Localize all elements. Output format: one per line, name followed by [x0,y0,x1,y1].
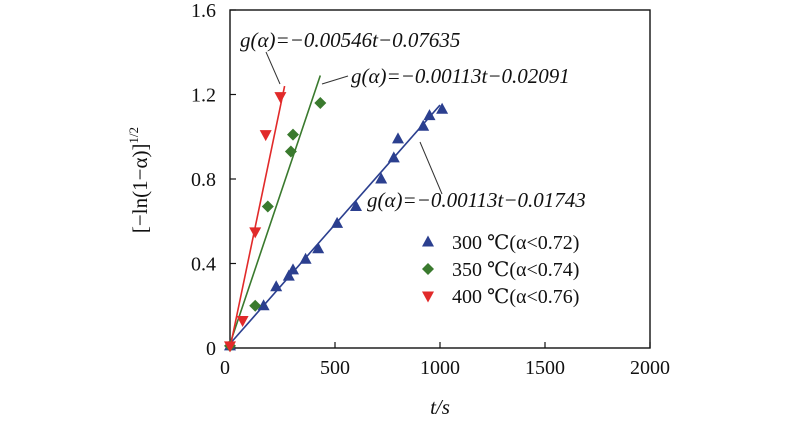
data-point [331,216,344,228]
y-axis-label: [−ln(1−α)]1/2 [126,127,152,233]
x-tick-label: 2000 [630,357,670,379]
fit-line [229,85,286,349]
data-point [436,102,449,114]
y-axis-label-sup: 1/2 [126,127,141,144]
x-axis-label: t/s [430,395,450,419]
x-axis-ticks: 0 500 1000 1500 2000 [220,342,670,379]
data-point [312,242,325,254]
data-point [236,316,249,328]
x-tick-label: 1500 [525,357,565,379]
data-point [249,227,262,239]
data-point [261,200,274,213]
legend-marker [422,291,434,303]
x-tick-label: 1000 [420,357,460,379]
data-point [392,132,404,144]
legend-label: 300 ℃(α<0.72) [452,232,579,254]
fit-line [229,75,322,345]
data-point [224,341,236,353]
data-point [249,299,262,312]
data-point [423,109,436,121]
data-point [287,263,299,275]
data-point [270,280,283,292]
data-point [274,92,287,104]
x-tick-label: 500 [320,357,350,379]
data-point [257,299,270,311]
legend-label: 350 ℃(α<0.74) [452,259,579,281]
svg-text:[−ln(1−α)]1/2: [−ln(1−α)]1/2 [126,127,152,233]
y-tick-label: 1.2 [191,85,216,107]
leader-line [321,75,349,85]
legend-marker [422,235,434,247]
legend: 300 ℃(α<0.72) 350 ℃(α<0.74) 400 ℃(α<0.76) [422,232,579,308]
data-point [417,119,430,131]
data-point [284,145,297,158]
legend-marker [422,263,434,275]
annotation-350: g(α)=−0.00113t−0.02091 [351,64,570,88]
data-point [287,128,299,141]
legend-label: 400 ℃(α<0.76) [452,286,579,308]
data-point [314,96,327,109]
data-point [350,199,362,211]
y-axis-ticks: 0 0.4 0.8 1.2 1.6 [191,0,236,360]
data-point [375,172,388,184]
y-tick-label: 0.4 [191,254,216,276]
data-markers [224,92,449,353]
data-point [299,252,312,264]
plot-frame [229,9,651,349]
y-tick-label: 0.8 [191,169,216,191]
y-axis-label-main: [−ln(1−α)] [128,144,152,234]
annotation-leader-lines [265,51,443,195]
y-tick-label: 0 [206,338,216,360]
data-point [259,130,272,142]
x-tick-label: 0 [220,357,230,379]
annotation-400: g(α)=−0.00546t−0.07635 [240,28,460,52]
y-tick-label: 1.6 [191,0,216,22]
leader-line [265,51,281,85]
data-point [387,151,400,163]
data-point [282,269,295,281]
leader-line [419,141,443,195]
annotation-300: g(α)=−0.00113t−0.01743 [367,188,586,212]
